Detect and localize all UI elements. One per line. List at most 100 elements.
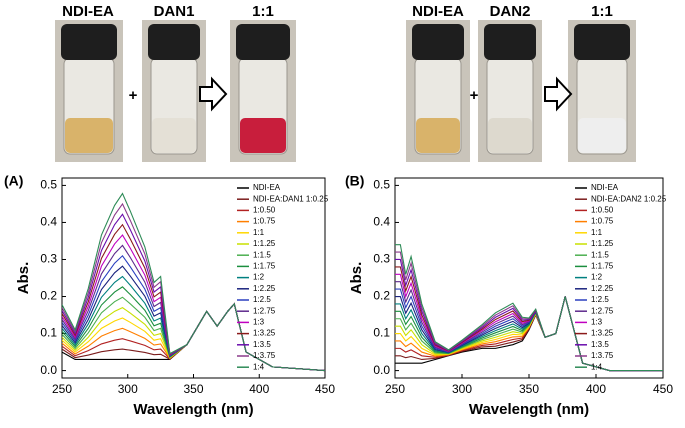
legend-label: 1:3.25 <box>591 329 614 338</box>
x-tick-label: 250 <box>52 382 72 396</box>
spectrum-line <box>62 302 325 372</box>
y-tick-label: 0.2 <box>373 289 390 303</box>
legend-label: 1:2.75 <box>253 306 276 315</box>
vial-liquid <box>578 118 626 153</box>
legend-label: 1:2 <box>253 273 265 282</box>
vial-liquid <box>65 118 113 153</box>
vial-label: DAN2 <box>490 3 531 20</box>
legend-label: 1:3.5 <box>253 340 271 349</box>
spectrum-line <box>62 302 325 372</box>
legend-label: 1:3.5 <box>591 340 609 349</box>
y-axis-label: Abs. <box>348 262 365 295</box>
spectrum-line <box>62 213 325 372</box>
vial-label: 1:1 <box>252 3 274 20</box>
legend-label: 1:0.75 <box>591 217 614 226</box>
legend-label: 1:1 <box>591 228 603 237</box>
legend-label: 1:3.25 <box>253 329 276 338</box>
legend-label: 1:0.50 <box>253 206 276 215</box>
vial-cap <box>61 24 117 60</box>
legend-label: 1:2.25 <box>591 284 614 293</box>
legend-label: 1:1.5 <box>591 250 609 259</box>
vial-cap <box>484 24 536 60</box>
legend-label: 1:2.25 <box>253 284 276 293</box>
x-tick-label: 300 <box>118 382 138 396</box>
legend-label: 1:3 <box>253 318 265 327</box>
vial-liquid <box>416 118 460 153</box>
legend-label: 1:1.25 <box>591 239 614 248</box>
vial-liquid <box>488 118 532 153</box>
plot-frame <box>61 177 326 379</box>
legend-label: 1:2.5 <box>591 295 609 304</box>
legend-label: 1:2 <box>591 273 603 282</box>
x-axis-label: Wavelength (nm) <box>133 401 253 418</box>
spectrum-line <box>62 302 325 372</box>
legend-label: 1:1.5 <box>253 250 271 259</box>
legend-label: 1:0.50 <box>591 206 614 215</box>
vial-label: DAN1 <box>154 3 195 20</box>
arrow <box>544 76 573 112</box>
y-tick-label: 0.5 <box>373 178 390 192</box>
legend-label: 1:3.75 <box>591 351 614 360</box>
spectrum-line <box>62 302 325 372</box>
vial-cap <box>148 24 200 60</box>
y-tick-label: 0.1 <box>373 326 390 340</box>
y-axis-label: Abs. <box>15 262 32 295</box>
panel-label: (A) <box>4 173 23 189</box>
y-tick-label: 0.5 <box>40 178 57 192</box>
y-tick-label: 0.0 <box>40 363 57 377</box>
x-tick-label: 450 <box>653 382 673 396</box>
spectrum-line <box>62 192 325 372</box>
y-tick-label: 0.4 <box>373 215 390 229</box>
vial-label: 1:1 <box>591 3 613 20</box>
vial-cap <box>574 24 630 60</box>
legend-label: 1:2.75 <box>591 306 614 315</box>
legend-label: 1:1 <box>253 228 265 237</box>
spectrum-line <box>395 296 663 372</box>
vial-label: NDI-EA <box>412 3 464 20</box>
vial-cap <box>236 24 290 60</box>
x-tick-label: 300 <box>452 382 472 396</box>
legend-label: NDI-EA:DAN1 1:0.25 <box>253 194 329 203</box>
vial-label: NDI-EA <box>62 3 114 20</box>
legend-label: 1:3 <box>591 318 603 327</box>
legend-label: 1:4 <box>591 362 603 371</box>
vial-liquid <box>152 118 196 153</box>
y-tick-label: 0.3 <box>40 252 57 266</box>
legend-label: 1:0.75 <box>253 217 276 226</box>
x-tick-label: 450 <box>315 382 335 396</box>
y-tick-label: 0.2 <box>40 289 57 303</box>
x-tick-label: 350 <box>183 382 203 396</box>
spectrum-line <box>62 302 325 372</box>
y-tick-label: 0.1 <box>40 326 57 340</box>
legend-label: 1:1.75 <box>591 262 614 271</box>
arrow <box>199 76 228 112</box>
legend-label: 1:1.25 <box>253 239 276 248</box>
panel-label: (B) <box>345 173 364 189</box>
legend-label: NDI-EA:DAN2 1:0.25 <box>591 194 667 203</box>
photos <box>55 20 636 162</box>
x-tick-label: 400 <box>586 382 606 396</box>
legend-label: 1:2.5 <box>253 295 271 304</box>
x-tick-label: 350 <box>519 382 539 396</box>
legend-label: NDI-EA <box>591 183 619 192</box>
vial-cap <box>412 24 464 60</box>
plus-sign: + <box>470 87 479 104</box>
y-tick-label: 0.0 <box>373 363 390 377</box>
spectrum-line <box>62 202 325 372</box>
legend-label: NDI-EA <box>253 183 281 192</box>
y-tick-label: 0.4 <box>40 215 57 229</box>
vial-liquid <box>240 118 286 153</box>
spectrum-line <box>395 244 663 372</box>
y-tick-label: 0.3 <box>373 252 390 266</box>
spectrum-line <box>62 302 325 372</box>
x-axis-label: Wavelength (nm) <box>469 401 589 418</box>
x-tick-label: 250 <box>385 382 405 396</box>
legend-label: 1:3.75 <box>253 351 276 360</box>
legend-label: 1:4 <box>253 362 265 371</box>
legend-label: 1:1.75 <box>253 262 276 271</box>
x-tick-label: 400 <box>249 382 269 396</box>
plus-sign: + <box>129 87 138 104</box>
spectrum-line <box>62 234 325 372</box>
